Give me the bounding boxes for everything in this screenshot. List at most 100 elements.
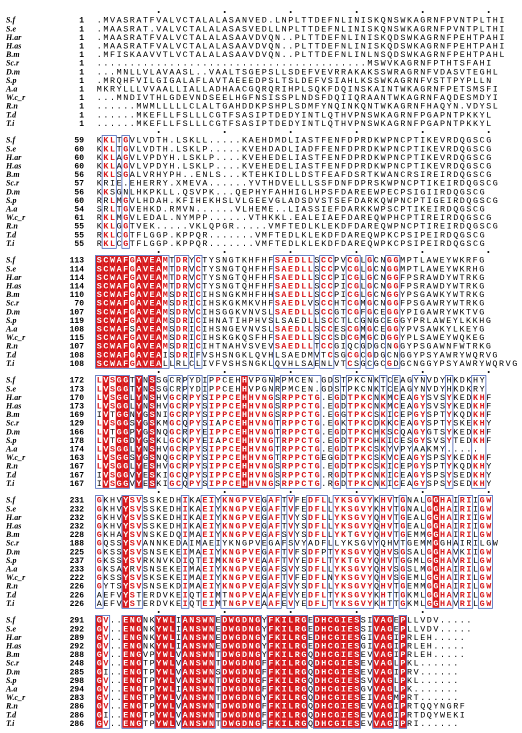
conservation-frame	[345, 375, 375, 489]
start-position: 232	[70, 514, 85, 523]
ruler-dot	[421, 251, 424, 253]
species-name: W.c_r	[6, 573, 26, 582]
start-position: 108	[70, 360, 85, 369]
start-position: 233	[70, 566, 85, 575]
alignment-block: S.f 1 . M V A S R A T F V A L V C T A L A L A S A N V E D. L N P L T T D E F…	[5, 11, 504, 129]
start-position: 231	[70, 497, 85, 506]
identity-column	[129, 616, 136, 728]
identity-column	[267, 616, 275, 728]
identity-column	[162, 616, 169, 728]
start-position: 55	[74, 223, 84, 232]
start-position: 248	[70, 660, 85, 669]
identity-column	[320, 616, 327, 728]
conservation-frame	[392, 375, 401, 489]
conservation-frame	[286, 495, 295, 609]
conservation-frame	[134, 375, 144, 489]
identity-column	[122, 496, 129, 608]
species-name: A.a	[5, 685, 17, 694]
identity-column	[333, 616, 341, 728]
conservation-frame	[312, 615, 361, 729]
conservation-frame	[200, 495, 216, 609]
species-name: S.e	[6, 144, 16, 153]
species-name: H.ar	[5, 633, 22, 642]
start-position: 226	[70, 600, 85, 609]
identity-column	[313, 616, 321, 728]
start-position: 188	[70, 540, 85, 549]
identity-column	[287, 616, 294, 728]
species-name: S.p	[6, 676, 16, 685]
species-name: H.as	[5, 282, 21, 291]
species-name: Sc.r	[6, 419, 20, 428]
species-name: W.c_r	[6, 453, 26, 462]
start-position: 1	[79, 60, 84, 69]
identity-column	[148, 256, 156, 368]
start-position: 226	[70, 591, 85, 600]
conservation-frame	[411, 375, 427, 489]
species-name: S.p	[6, 556, 16, 565]
start-position: 178	[70, 437, 85, 446]
species-name: S.f	[6, 496, 16, 505]
species-name: T.d	[6, 230, 17, 239]
identity-column	[122, 616, 129, 728]
species-name: H.as	[5, 162, 21, 171]
species-name: T.d	[6, 590, 17, 599]
identity-column	[254, 616, 261, 728]
conservation-frame	[378, 375, 388, 489]
species-name: T.i	[6, 119, 15, 128]
conservation-frame	[207, 375, 276, 489]
species-name: S.f	[6, 16, 16, 25]
species-name: A.a	[5, 325, 17, 334]
species-name: Sc.r	[6, 299, 20, 308]
alignment-block: S.f 59 K K L T G V L V D T H. L S K L L..... K A E H D M D L I A S T F…	[5, 131, 498, 249]
start-position: 107	[70, 343, 85, 352]
ruler-dot	[355, 491, 358, 493]
identity-column	[135, 376, 143, 488]
conservation-frame	[273, 255, 315, 369]
start-position: 114	[70, 283, 85, 292]
identity-column	[135, 256, 143, 368]
conservation-frame	[332, 375, 342, 489]
start-position: 1	[79, 34, 84, 43]
start-position: 298	[70, 677, 85, 686]
species-name: S.p	[6, 436, 16, 445]
species-name: Sc.r	[6, 539, 20, 548]
start-position: 60	[74, 197, 84, 206]
species-name: Sc.r	[6, 179, 20, 188]
species-name: S.f	[6, 256, 16, 265]
ruler-dot	[355, 11, 358, 13]
species-name: R.n	[5, 342, 18, 351]
start-position: 59	[74, 137, 84, 146]
start-position: 60	[74, 163, 84, 172]
species-name: H.ar	[5, 273, 22, 282]
identity-column	[148, 376, 156, 488]
species-name: Sc.r	[6, 59, 20, 68]
species-name: S.f	[6, 376, 16, 385]
identity-column	[346, 616, 354, 728]
identity-column	[432, 496, 440, 608]
ruler-dot	[355, 251, 358, 253]
start-position: 107	[70, 308, 85, 317]
start-position: 294	[70, 686, 85, 695]
species-name: A.a	[5, 445, 17, 454]
identity-column	[399, 616, 407, 728]
start-position: 173	[70, 403, 85, 412]
